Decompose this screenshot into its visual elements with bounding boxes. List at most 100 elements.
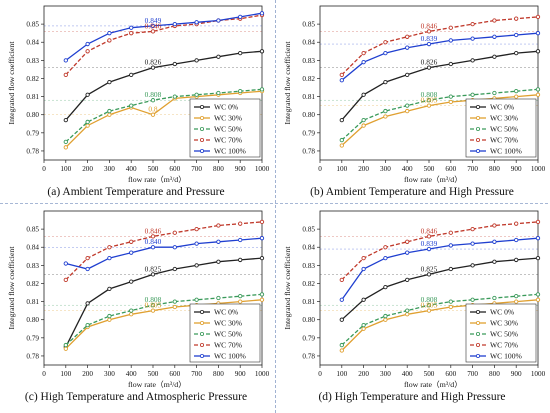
data-point <box>448 299 453 304</box>
data-point <box>383 317 388 322</box>
legend-marker <box>199 127 204 132</box>
data-point <box>150 272 156 277</box>
legend-marker <box>199 148 204 153</box>
legend-label: WC 70% <box>490 341 519 350</box>
legend-label: WC 50% <box>490 125 519 134</box>
x-tick-label: 400 <box>402 165 413 173</box>
value-annotation: 0.808 <box>421 90 438 99</box>
data-point <box>238 294 243 299</box>
legend-marker <box>199 310 204 315</box>
data-point <box>107 317 112 322</box>
x-axis-label: flow rate（m³/d） <box>404 380 462 389</box>
data-point <box>238 89 243 94</box>
y-tick-label: 0.80 <box>302 111 315 119</box>
legend-marker <box>199 116 204 121</box>
y-tick-label: 0.81 <box>302 93 315 101</box>
value-annotation: 0.849 <box>145 16 162 25</box>
legend-marker <box>475 332 480 337</box>
data-point <box>383 255 388 261</box>
data-point <box>383 40 388 45</box>
data-point <box>85 322 90 328</box>
data-point <box>216 259 221 264</box>
x-axis-label: flow rate（m³/d） <box>128 380 186 389</box>
series-line-2 <box>341 88 539 141</box>
y-tick-label: 0.83 <box>26 262 39 270</box>
x-tick-label: 500 <box>424 165 435 173</box>
data-point <box>405 103 410 108</box>
x-tick-label: 800 <box>213 165 224 173</box>
x-tick-label: 600 <box>169 370 180 378</box>
y-tick-label: 0.80 <box>26 316 39 324</box>
y-tick-label: 0.85 <box>302 226 315 234</box>
value-annotation: 0.846 <box>145 21 162 30</box>
data-point <box>492 34 497 39</box>
y-tick-label: 0.82 <box>302 280 315 288</box>
data-point <box>259 87 265 92</box>
legend-label: WC 0% <box>214 308 239 317</box>
legend: WC 0% WC 30% WC 50% WC 70% WC 100% <box>189 98 261 158</box>
y-tick-label: 0.84 <box>26 39 39 47</box>
data-point <box>150 234 156 239</box>
data-point <box>150 65 156 70</box>
data-point <box>63 117 68 123</box>
data-point <box>85 49 90 54</box>
x-tick-label: 400 <box>126 370 137 378</box>
series-line-2 <box>65 293 263 346</box>
data-point <box>448 304 453 310</box>
y-tick-label: 0.84 <box>302 244 315 252</box>
y-tick-label: 0.83 <box>302 57 315 65</box>
data-point <box>361 60 366 65</box>
data-point <box>426 308 432 313</box>
data-point <box>339 117 344 123</box>
data-point <box>492 295 497 301</box>
data-point <box>259 297 265 302</box>
data-point <box>129 25 134 30</box>
y-tick-label: 0.82 <box>26 280 39 288</box>
data-point <box>514 294 519 299</box>
x-tick-label: 800 <box>489 165 500 173</box>
data-point <box>361 322 366 328</box>
x-tick-label: 700 <box>467 165 478 173</box>
value-annotation: 0.846 <box>421 226 438 235</box>
data-point <box>514 299 519 304</box>
data-point <box>85 41 90 47</box>
data-point <box>405 308 410 313</box>
y-axis-label: Integrated flow coefficient <box>7 41 16 125</box>
x-tick-label: 1000 <box>531 165 546 173</box>
data-point <box>361 266 366 272</box>
series-line-0 <box>341 50 539 121</box>
data-point <box>63 72 68 77</box>
data-point <box>405 72 410 77</box>
data-point <box>129 31 134 36</box>
value-annotation: 0.825 <box>421 264 438 273</box>
data-point <box>426 41 432 47</box>
y-tick-label: 0.78 <box>302 147 315 155</box>
x-tick-label: 800 <box>489 370 500 378</box>
legend-marker <box>475 137 480 142</box>
value-annotation: 0.805 <box>145 301 162 310</box>
data-point <box>238 50 243 56</box>
data-point <box>129 312 134 317</box>
x-tick-label: 700 <box>191 165 202 173</box>
legend-marker <box>199 342 204 347</box>
legend-marker <box>475 116 480 121</box>
data-point <box>426 303 432 308</box>
data-point <box>63 261 68 266</box>
legend-label: WC 70% <box>214 136 243 145</box>
panel-caption: (a) Ambient Temperature and Pressure <box>47 186 224 198</box>
data-point <box>470 297 475 302</box>
data-point <box>426 103 432 108</box>
data-point <box>361 297 366 302</box>
data-point <box>426 98 432 103</box>
y-tick-label: 0.85 <box>302 21 315 29</box>
data-point <box>194 58 199 63</box>
y-tick-label: 0.83 <box>26 57 39 65</box>
data-point <box>361 92 366 97</box>
y-tick-label: 0.82 <box>302 75 315 83</box>
data-point <box>150 303 156 308</box>
x-tick-label: 100 <box>60 165 71 173</box>
legend-marker <box>475 353 480 358</box>
x-tick-label: 200 <box>358 370 369 378</box>
data-point <box>107 313 112 319</box>
y-tick-label: 0.79 <box>302 334 315 342</box>
